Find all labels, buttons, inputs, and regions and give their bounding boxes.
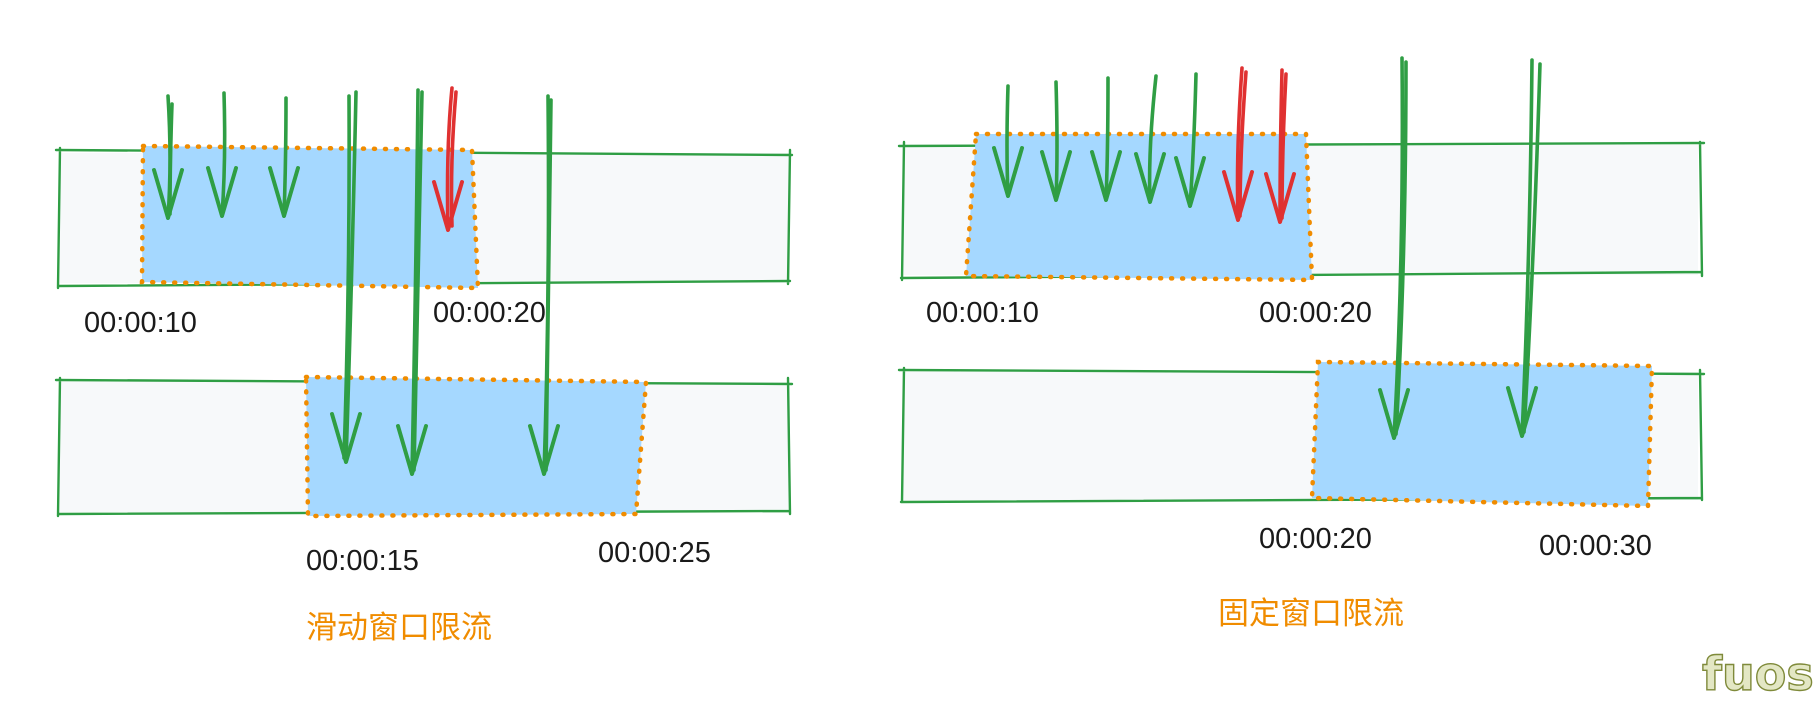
fixed-window-2 [1309, 359, 1655, 509]
fixed-arrow-allowed-1 [992, 84, 1024, 198]
fixed-window1-start-label: 00:00:10 [926, 297, 1039, 329]
fixed-arrow-rejected-1 [1222, 66, 1254, 222]
sliding-arrow-passing-3 [528, 94, 560, 476]
fixed-arrow-allowed-3 [1090, 76, 1122, 202]
sliding-window1-end-label: 00:00:20 [433, 297, 546, 329]
sliding-window2-start-label: 00:00:15 [306, 545, 419, 577]
sliding-window-2 [303, 374, 649, 519]
sliding-arrow-allowed-1 [152, 94, 184, 220]
sliding-window1-start-label: 00:00:10 [84, 307, 197, 339]
fixed-arrow-allowed-4 [1134, 74, 1166, 204]
fixed-caption: 固定窗口限流 [1218, 596, 1404, 632]
sliding-caption: 滑动窗口限流 [306, 610, 492, 646]
fixed-arrow-window2-1 [1378, 56, 1410, 440]
sliding-window2-end-label: 00:00:25 [598, 537, 711, 569]
fixed-window1-end-label: 00:00:20 [1259, 297, 1372, 329]
fixed-window-panel: 00:00:10 00:00:20 00:00:20 00:00:30 固定窗口… [897, 56, 1706, 632]
sliding-arrow-rejected-1 [432, 86, 464, 232]
sliding-window-panel: 00:00:10 00:00:20 00:00:15 00:00:25 滑动窗口… [54, 86, 794, 646]
fixed-window2-start-label: 00:00:20 [1259, 523, 1372, 555]
fixed-window-1 [963, 131, 1315, 283]
sliding-arrow-allowed-2 [206, 91, 238, 218]
sliding-arrow-allowed-3 [268, 96, 300, 218]
sliding-arrow-passing-1 [330, 90, 362, 464]
fixed-arrow-allowed-5 [1174, 72, 1206, 208]
fixed-window2-end-label: 00:00:30 [1539, 530, 1652, 562]
fixed-arrow-allowed-2 [1040, 80, 1072, 202]
sliding-arrow-passing-2 [396, 88, 428, 476]
fixed-arrow-rejected-2 [1264, 68, 1296, 224]
watermark-logo: fuos [1702, 647, 1814, 701]
sliding-window-1 [139, 143, 481, 291]
fixed-arrow-window2-2 [1506, 58, 1542, 438]
